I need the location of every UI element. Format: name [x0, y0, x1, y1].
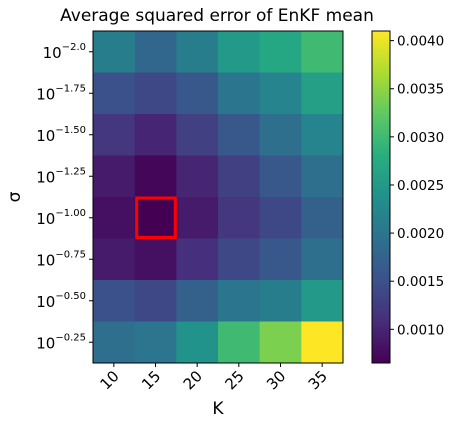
- heatmap-cell: [218, 31, 261, 73]
- heatmap-cell: [93, 280, 136, 322]
- heatmap-cell: [218, 280, 261, 322]
- highlight-box: [135, 196, 177, 239]
- heatmap-cell: [176, 72, 219, 115]
- colorbar-tick-label: 0.0040: [397, 34, 444, 50]
- x-tick-label: 15: [138, 367, 164, 393]
- y-tick-base: 10: [36, 293, 55, 311]
- heatmap-cell: [301, 238, 344, 281]
- y-tick-label: 10−0.50: [36, 291, 86, 311]
- heatmap-cell: [134, 238, 177, 281]
- heatmap-cell: [176, 321, 219, 364]
- heatmap-cell: [134, 280, 177, 322]
- y-tick-base: 10: [36, 334, 55, 352]
- heatmap-cell: [93, 72, 136, 115]
- y-tick-base: 10: [36, 168, 55, 186]
- y-tick-label: 10−1.75: [36, 83, 86, 103]
- colorbar-ticks: 0.0010 0.0015 0.0020 0.0025 0.0030 0.0035 0.00…: [390, 34, 444, 338]
- heatmap-cell: [259, 197, 302, 239]
- heatmap-cell: [218, 155, 261, 198]
- heatmap-cell: [134, 321, 177, 364]
- colorbar: [371, 30, 391, 364]
- x-tick-label: 30: [263, 367, 289, 393]
- heatmap-cell: [259, 114, 302, 156]
- y-tick-labels: 10−2.010−1.7510−1.5010−1.2510−1.0010−0.7…: [36, 42, 93, 352]
- heatmap-cell: [259, 31, 302, 73]
- y-tick-exponent: −0.75: [55, 249, 86, 260]
- heatmap-cell: [259, 280, 302, 322]
- y-tick-base: 10: [36, 210, 55, 228]
- x-tick-label: 35: [305, 367, 331, 393]
- colorbar-tick-label: 0.0035: [397, 82, 444, 98]
- y-tick-base: 10: [36, 251, 55, 269]
- heatmap-cell: [176, 280, 219, 322]
- heatmap-cell: [134, 72, 177, 115]
- x-tick-labels: 10 15 20 25 30 35: [96, 363, 331, 393]
- heatmap-cell: [176, 197, 219, 239]
- x-axis-label: K: [212, 399, 224, 419]
- heatmap-cell: [134, 197, 177, 239]
- y-tick-label: 10−1.50: [36, 125, 86, 145]
- y-tick-label: 10−2.0: [43, 42, 86, 62]
- heatmap-cell: [301, 31, 344, 73]
- y-tick-exponent: −1.25: [55, 166, 86, 177]
- heatmap-cell: [301, 197, 344, 239]
- heatmap-cell: [301, 114, 344, 156]
- heatmap-cell: [259, 238, 302, 281]
- y-tick-exponent: −1.00: [55, 208, 86, 219]
- colorbar-tick-label: 0.0010: [397, 322, 444, 338]
- heatmap-cell: [176, 238, 219, 281]
- y-tick-exponent: −1.50: [55, 125, 86, 136]
- y-tick-base: 10: [43, 44, 62, 62]
- y-tick-exponent: −0.25: [55, 332, 86, 343]
- plot-frame: [92, 30, 344, 364]
- colorbar-tick-label: 0.0020: [397, 226, 444, 242]
- y-axis-label: σ: [5, 191, 25, 202]
- heatmap-cell: [218, 321, 261, 364]
- x-tick-label: 25: [221, 367, 247, 393]
- heatmap-cell: [218, 197, 261, 239]
- heatmap-cell: [176, 31, 219, 73]
- chart-title: Average squared error of EnKF mean: [60, 6, 374, 26]
- heatmap-cell: [93, 238, 136, 281]
- heatmap-cell: [259, 321, 302, 364]
- y-tick-exponent: −2.0: [62, 42, 86, 53]
- x-tick-label: 10: [96, 367, 122, 393]
- colorbar-tick-label: 0.0015: [397, 274, 444, 290]
- heatmap-cell: [93, 155, 136, 198]
- y-tick-exponent: −1.75: [55, 83, 86, 94]
- heatmap-cell: [259, 155, 302, 198]
- y-tick-label: 10−1.25: [36, 166, 86, 186]
- heatmap-cell: [301, 321, 344, 364]
- heatmap-cell: [176, 155, 219, 198]
- heatmap-cell: [134, 31, 177, 73]
- heatmap-cell: [218, 72, 261, 115]
- y-tick-base: 10: [36, 127, 55, 145]
- heatmap-cell: [301, 155, 344, 198]
- heatmap-cells: [93, 31, 344, 364]
- y-tick-label: 10−0.75: [36, 249, 86, 269]
- heatmap-cell: [134, 114, 177, 156]
- heatmap-cell: [93, 31, 136, 73]
- heatmap-cell: [134, 155, 177, 198]
- heatmap-cell: [93, 321, 136, 364]
- colorbar-tick-label: 0.0030: [397, 130, 444, 146]
- y-tick-label: 10−1.00: [36, 208, 86, 228]
- heatmap-cell: [218, 238, 261, 281]
- x-tick-label: 20: [180, 367, 206, 393]
- heatmap-cell: [301, 280, 344, 322]
- heatmap-cell: [218, 114, 261, 156]
- colorbar-tick-label: 0.0025: [397, 178, 444, 194]
- heatmap-cell: [93, 197, 136, 239]
- y-tick-base: 10: [36, 85, 55, 103]
- heatmap-cell: [301, 72, 344, 115]
- y-tick-exponent: −0.50: [55, 291, 86, 302]
- y-tick-label: 10−0.25: [36, 332, 86, 352]
- heatmap-cell: [176, 114, 219, 156]
- heatmap-cell: [259, 72, 302, 115]
- heatmap-cell: [93, 114, 136, 156]
